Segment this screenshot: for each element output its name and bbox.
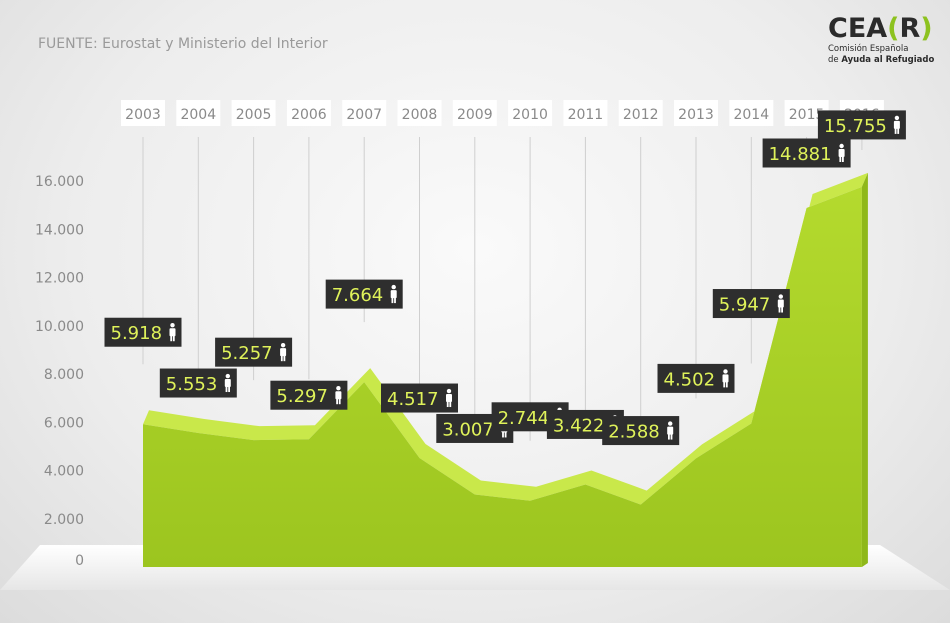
year-label-box <box>729 100 774 126</box>
person-icon <box>446 388 452 408</box>
logo-line-1: Comisión Española <box>828 44 909 54</box>
source-note: FUENTE: Eurostat y Ministerio del Interi… <box>38 36 328 52</box>
value-label-text: 4.517 <box>387 389 439 410</box>
value-label-box <box>104 317 182 347</box>
area-top-surface <box>143 172 868 505</box>
y-tick-label: 16.000 <box>35 174 84 190</box>
y-tick-label: 12.000 <box>35 271 84 287</box>
year-label-box <box>674 100 718 126</box>
year-label-box <box>231 100 276 126</box>
value-label-box <box>762 138 851 168</box>
value-label: 15.755 <box>817 110 906 140</box>
value-label-text: 7.664 <box>332 285 384 306</box>
value-label: 2.588 <box>602 416 680 446</box>
value-label-text: 5.297 <box>276 386 328 407</box>
value-label-box <box>325 279 403 309</box>
value-label: 4.517 <box>381 383 458 413</box>
value-label-text: 4.502 <box>664 369 716 390</box>
value-label-box <box>159 368 237 398</box>
y-tick-label: 4.000 <box>44 464 84 480</box>
year-label: 2006 <box>291 107 327 123</box>
value-label-text: 2.744 <box>498 408 550 429</box>
logo-line-2: de Ayuda al Refugiado <box>828 55 935 65</box>
year-label-box <box>563 100 608 126</box>
year-label: 2015 <box>789 107 825 123</box>
value-label-box <box>381 383 458 413</box>
year-label-box <box>618 100 663 126</box>
year-label-box <box>176 100 221 126</box>
value-label-box <box>602 416 680 446</box>
cear-logo: CEA(R) Comisión Española de Ayuda al Ref… <box>828 14 938 66</box>
person-icon <box>667 421 674 440</box>
year-label: 2005 <box>236 107 272 123</box>
person-icon <box>280 342 287 362</box>
value-label-text: 5.257 <box>221 343 273 364</box>
year-label: 2007 <box>346 107 382 123</box>
value-label-text: 2.588 <box>608 422 660 443</box>
year-label: 2012 <box>623 107 659 123</box>
area-front-face <box>143 186 862 567</box>
person-icon <box>224 373 231 393</box>
year-label: 2011 <box>568 107 604 123</box>
y-tick-label: 0 <box>75 553 84 569</box>
value-label: 5.553 <box>159 368 237 398</box>
value-label-text: 5.918 <box>111 323 163 344</box>
value-label-text: 5.553 <box>166 374 218 395</box>
year-label: 2009 <box>457 107 493 123</box>
person-icon <box>777 294 784 313</box>
value-label-box <box>817 110 906 140</box>
value-label: 5.257 <box>215 337 293 367</box>
year-label-box <box>397 100 442 126</box>
value-label-text: 3.422 <box>553 415 605 436</box>
year-label-box <box>121 100 165 126</box>
year-label: 2004 <box>180 107 216 123</box>
y-tick-label: 2.000 <box>44 512 84 528</box>
year-label: 2014 <box>733 107 769 123</box>
person-icon <box>335 386 342 405</box>
y-tick-label: 8.000 <box>44 367 84 383</box>
value-label: 4.502 <box>657 363 735 393</box>
value-label: 14.881 <box>762 138 851 168</box>
value-label-box <box>270 380 348 410</box>
person-icon <box>893 115 900 134</box>
value-label-text: 5.947 <box>719 295 771 316</box>
person-icon <box>838 143 845 162</box>
logo-mark: CEA(R) <box>828 13 933 44</box>
person-icon <box>169 323 176 342</box>
value-label: 5.918 <box>104 317 182 347</box>
year-label: 2003 <box>125 107 161 123</box>
year-label-box <box>508 100 553 126</box>
year-label-box <box>452 100 497 126</box>
person-icon <box>722 369 729 388</box>
value-label: 7.664 <box>325 279 403 309</box>
value-label-text: 15.755 <box>824 116 887 137</box>
value-label-box <box>215 337 293 367</box>
y-tick-label: 6.000 <box>44 415 84 431</box>
value-label: 5.947 <box>712 289 790 319</box>
y-tick-label: 14.000 <box>35 222 84 238</box>
value-label-box <box>657 363 735 393</box>
year-label-box <box>342 100 387 126</box>
value-label-text: 14.881 <box>769 144 832 165</box>
year-label: 2008 <box>402 107 438 123</box>
year-label: 2010 <box>512 107 548 123</box>
year-label: 2013 <box>678 107 714 123</box>
value-label-text: 3.007 <box>442 419 494 440</box>
person-icon <box>390 284 397 304</box>
value-label-box <box>712 289 790 319</box>
area-side-face <box>861 172 868 567</box>
year-label-box <box>286 100 331 126</box>
y-tick-label: 10.000 <box>35 319 84 335</box>
value-label: 5.297 <box>270 380 348 410</box>
